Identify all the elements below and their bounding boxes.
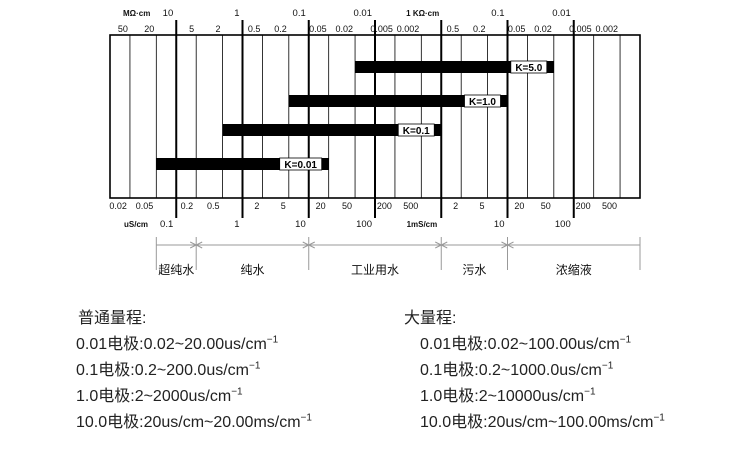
bottom-minor-tick-label: 0.02 [109,201,127,211]
water-type-label: 纯水 [240,263,264,277]
bottom-major-tick-label: 0.1 [160,219,173,230]
bottom-major-tick-label: 100 [555,219,571,230]
electrode-label: K=0.1 [403,126,430,137]
top-minor-tick-label: 0.5 [248,24,261,34]
arrowhead [195,241,203,249]
bottom-minor-tick-label: 5 [480,201,485,211]
arrowhead [307,241,315,249]
normal-range-text: 10.0电极:20us/cm~20.00ms/cm [76,414,301,431]
top-minor-tick-label: 0.002 [397,24,420,34]
normal-range-line: 0.01电极:0.02~20.00us/cm−1 [76,330,278,354]
arrowhead [440,241,448,249]
top-minor-tick-label: 0.002 [596,24,619,34]
bottom-minor-tick-label: 2 [254,201,259,211]
top-minor-tick-label: 0.02 [336,24,354,34]
arrowhead [506,241,514,249]
top-minor-tick-label: 0.005 [569,24,592,34]
bottom-major-tick-label: 10 [295,219,306,230]
normal-range-exponent: −1 [266,334,279,346]
top-minor-tick-label: 0.2 [473,24,486,34]
electrode-label: K=1.0 [469,97,496,108]
large-range-line: 10.0电极:20us/cm~100.00ms/cm−1 [420,408,665,432]
bottom-major-tick-label: 10 [494,219,505,230]
bottom-minor-tick-label: 5 [281,201,286,211]
top-minor-tick-label: 50 [118,24,128,34]
top-major-tick-label: 10 [163,8,174,19]
normal-range-exponent: −1 [300,412,312,424]
bottom-minor-tick-label: 0.5 [207,201,220,211]
large-range-exponent: −1 [619,334,632,346]
bottom-minor-tick-label: 500 [602,201,617,211]
normal-range-text: 0.01电极:0.02~20.00us/cm [76,336,267,353]
electrode-label-box [464,94,501,108]
top-minor-tick-label: 0.005 [370,24,393,34]
top-minor-tick-label: 2 [216,24,221,34]
large-range-text: 10.0电极:20us/cm~100.00ms/cm [420,414,654,431]
electrode-range-bar [222,124,442,136]
top-unit-left: MΩ·cm [123,9,150,18]
bottom-unit-right: 1mS/cm [407,220,438,229]
top-major-tick-label: 0.01 [552,8,571,19]
water-type-label: 超纯水 [158,262,194,277]
water-type-label: 浓缩液 [556,262,592,277]
normal-range-text: 0.1电极:0.2~200.0us/cm [76,362,249,379]
water-type-label: 污水 [462,263,486,277]
bottom-minor-tick-label: 50 [541,201,551,211]
top-major-tick-label: 1 [234,8,239,19]
normal-range-line: 1.0电极:2~2000us/cm−1 [76,382,243,406]
electrode-label: K=0.01 [284,160,317,171]
electrode-label-box [279,157,323,171]
top-major-tick-label: 0.01 [354,8,373,19]
bottom-minor-tick-label: 200 [377,201,392,211]
bottom-minor-tick-label: 20 [514,201,524,211]
normal-range-exponent: −1 [231,386,243,398]
top-minor-tick-label: 0.05 [309,24,327,34]
large-range-title: 大量程: [404,310,457,327]
conductivity-range-chart: 50 20 5 2 0.5 0.2 0.05 0.02 0.005 0.002 0.5 0.2 0.05… [109,8,641,277]
large-range-line: 0.01电极:0.02~100.00us/cm−1 [420,330,631,354]
top-unit-right: 1 KΩ·cm [406,9,439,18]
large-range-exponent: −1 [584,386,596,398]
bottom-minor-tick-label: 50 [342,201,352,211]
top-minor-tick-label: 0.02 [534,24,552,34]
bottom-major-tick-label: 100 [356,219,372,230]
electrode-range-bar [288,95,508,107]
normal-range-exponent: −1 [249,360,261,372]
water-type-label: 工业用水 [351,263,399,277]
large-range-text: 1.0电极:2~10000us/cm [420,388,585,405]
large-range-line: 0.1电极:0.2~1000.0us/cm−1 [420,356,613,380]
normal-range-line: 10.0电极:20us/cm~20.00ms/cm−1 [76,408,312,432]
top-minor-tick-label: 0.5 [447,24,460,34]
electrode-label-box [510,60,548,74]
normal-range-line: 0.1电极:0.2~200.0us/cm−1 [76,356,260,380]
top-major-tick-label: 0.1 [491,8,504,19]
top-minor-tick-label: 5 [189,24,194,34]
top-major-tick-label: 0.1 [293,8,306,19]
large-range-line: 1.0电极:2~10000us/cm−1 [420,382,596,406]
large-range-text: 0.01电极:0.02~100.00us/cm [420,336,620,353]
bottom-minor-tick-label: 2 [453,201,458,211]
electrode-label-box [397,123,435,137]
bottom-minor-tick-label: 200 [576,201,591,211]
large-range-exponent: −1 [653,412,665,424]
bottom-minor-tick-label: 0.2 [181,201,194,211]
bottom-minor-tick-label: 0.05 [136,201,154,211]
top-minor-tick-label: 20 [144,24,154,34]
normal-range-title: 普通量程: [78,310,147,327]
normal-range-text: 1.0电极:2~2000us/cm [76,388,232,405]
top-minor-tick-label: 0.05 [508,24,526,34]
top-minor-tick-label: 0.2 [274,24,287,34]
bottom-major-tick-label: 1 [234,219,239,230]
bottom-minor-tick-label: 500 [403,201,418,211]
large-range-text: 0.1电极:0.2~1000.0us/cm [420,362,602,379]
electrode-label: K=5.0 [515,63,542,74]
bottom-minor-tick-label: 20 [316,201,326,211]
bottom-unit-left: uS/cm [124,220,148,229]
large-range-exponent: −1 [601,360,614,372]
electrode-range-bar [355,61,554,73]
